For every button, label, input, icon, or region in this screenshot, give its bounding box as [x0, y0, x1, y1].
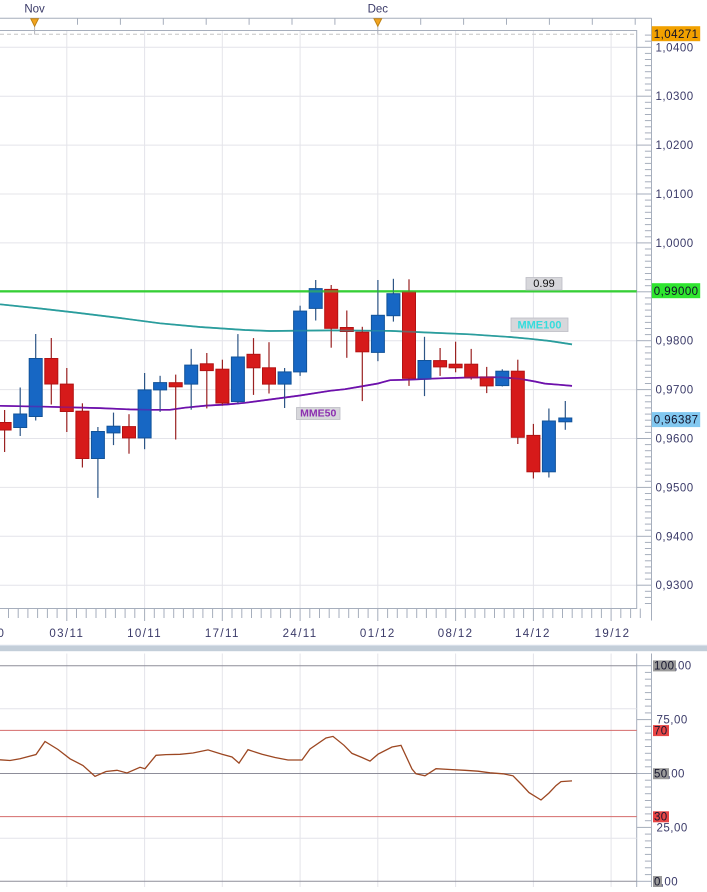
svg-text:0,9600: 0,9600 — [656, 434, 694, 446]
svg-text:1,0300: 1,0300 — [656, 91, 694, 103]
svg-text:0,00: 0,00 — [654, 876, 678, 887]
svg-text:0,9400: 0,9400 — [656, 531, 694, 543]
svg-text:0,9700: 0,9700 — [656, 385, 694, 397]
svg-text:Nov: Nov — [24, 4, 45, 16]
svg-text:01/12: 01/12 — [360, 628, 396, 640]
svg-text:1,0000: 1,0000 — [656, 238, 694, 250]
svg-text:24/11: 24/11 — [283, 628, 318, 640]
svg-text:25,00: 25,00 — [657, 822, 688, 834]
svg-text:1,0200: 1,0200 — [656, 140, 694, 152]
svg-text:0,9800: 0,9800 — [656, 336, 694, 348]
svg-text:1,04271: 1,04271 — [654, 29, 699, 41]
svg-text:100,00: 100,00 — [654, 661, 692, 673]
svg-text:Dec: Dec — [368, 4, 389, 16]
svg-text:0,9300: 0,9300 — [656, 580, 694, 592]
svg-text:14/12: 14/12 — [515, 628, 551, 640]
svg-text:10/11: 10/11 — [127, 628, 162, 640]
svg-text:03/11: 03/11 — [49, 628, 84, 640]
svg-text:0,99000: 0,99000 — [654, 286, 699, 298]
svg-text:0.99: 0.99 — [533, 278, 554, 290]
svg-text:50,00: 50,00 — [654, 769, 685, 781]
svg-text:75,00: 75,00 — [657, 715, 688, 727]
svg-text:30: 30 — [654, 812, 668, 824]
svg-text:0: 0 — [0, 628, 4, 640]
svg-text:MME100: MME100 — [517, 320, 561, 332]
svg-text:70: 70 — [654, 725, 668, 737]
svg-text:1,0100: 1,0100 — [656, 189, 694, 201]
svg-text:0,96387: 0,96387 — [654, 415, 699, 427]
svg-text:1,0400: 1,0400 — [656, 42, 694, 54]
svg-text:19/12: 19/12 — [595, 628, 631, 640]
svg-text:17/11: 17/11 — [205, 628, 240, 640]
svg-text:MME50: MME50 — [300, 408, 336, 420]
svg-text:08/12: 08/12 — [438, 628, 474, 640]
svg-text:0,9500: 0,9500 — [656, 482, 694, 494]
